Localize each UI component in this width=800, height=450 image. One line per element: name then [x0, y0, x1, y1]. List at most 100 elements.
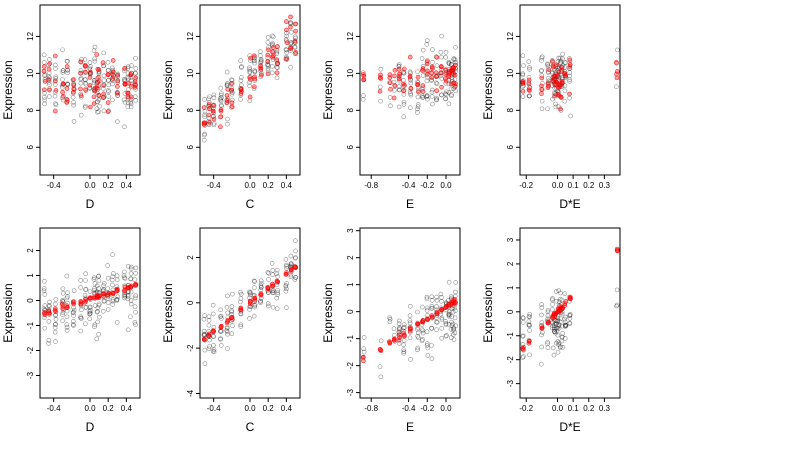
observed-point	[65, 67, 70, 73]
observed-point	[218, 85, 224, 91]
observed-point	[87, 311, 92, 317]
observed-point	[252, 69, 258, 74]
observed-point	[91, 78, 97, 83]
fitted-point	[78, 70, 83, 76]
observed-point	[284, 38, 289, 44]
observed-point	[101, 298, 107, 304]
subplot-r2c3: -0.8 -0.4 -0.2 0.0 -3 -2 -1 0 1 2 3 E Expression	[321, 227, 461, 434]
observed-point	[443, 322, 449, 327]
observed-point	[247, 304, 253, 310]
fitted-point	[218, 114, 224, 119]
fitted-point	[101, 83, 106, 88]
fitted-point	[252, 53, 257, 59]
fitted-point	[252, 295, 258, 301]
fitted-point	[293, 50, 298, 55]
observed-point	[614, 287, 620, 293]
observed-point	[238, 296, 244, 301]
observed-point	[133, 293, 139, 298]
observed-point	[288, 253, 294, 259]
plot-frame	[519, 227, 621, 399]
fitted-point	[377, 88, 383, 94]
fitted-point	[101, 95, 107, 100]
observed-point	[545, 63, 551, 69]
observed-point	[567, 70, 573, 75]
observed-point	[97, 314, 102, 320]
observed-point	[453, 308, 458, 314]
fitted-point	[392, 83, 398, 88]
observed-point	[258, 299, 263, 304]
fitted-point	[206, 102, 212, 107]
observed-point	[527, 93, 532, 99]
observed-point	[251, 278, 257, 284]
observed-point	[446, 60, 452, 66]
observed-point	[218, 96, 223, 101]
observed-point	[122, 91, 128, 96]
observed-point	[443, 307, 449, 313]
fitted-point	[65, 304, 70, 310]
observed-point	[439, 33, 444, 39]
observed-point	[121, 77, 127, 82]
plot-frame	[519, 4, 621, 176]
observed-point	[270, 42, 275, 47]
observed-point	[101, 283, 106, 288]
fitted-point	[128, 94, 134, 100]
observed-point	[420, 85, 426, 91]
observed-point	[553, 330, 558, 336]
observed-point	[122, 269, 127, 275]
y-tick-label: 12	[26, 31, 35, 40]
fitted-point	[60, 306, 66, 311]
observed-point	[562, 336, 568, 341]
fitted-point	[401, 81, 406, 87]
fitted-point	[292, 38, 298, 44]
y-axis-label: Expression	[321, 60, 335, 119]
x-tick-label: 0.2	[103, 181, 115, 190]
observed-point	[551, 325, 557, 331]
observed-point	[554, 340, 559, 346]
observed-point	[110, 252, 115, 257]
observed-point	[614, 302, 620, 308]
observed-point	[258, 284, 264, 290]
observed-point	[424, 308, 430, 313]
observed-point	[292, 277, 298, 282]
y-axis-label: Expression	[1, 60, 15, 119]
observed-point	[87, 67, 93, 72]
observed-point	[251, 58, 257, 64]
fitted-point	[539, 326, 545, 331]
observed-point	[563, 323, 569, 329]
fitted-point	[96, 78, 102, 84]
observed-point	[122, 275, 127, 280]
observed-point	[424, 296, 430, 302]
points-layer	[201, 238, 299, 366]
observed-point	[360, 97, 366, 102]
observed-point	[425, 353, 431, 358]
observed-point	[225, 346, 230, 351]
fitted-point	[439, 84, 444, 90]
observed-point	[202, 313, 208, 319]
observed-point	[60, 70, 66, 75]
observed-point	[258, 60, 263, 65]
y-tick-label: 12	[186, 31, 195, 40]
observed-point	[248, 304, 253, 310]
observed-point	[415, 345, 421, 351]
observed-point	[558, 344, 563, 349]
observed-point	[539, 98, 545, 104]
observed-point	[397, 62, 402, 67]
observed-point	[559, 75, 565, 81]
observed-point	[452, 315, 458, 321]
x-tick-label: 0.4	[121, 181, 133, 190]
observed-point	[106, 82, 111, 88]
observed-point	[552, 94, 557, 100]
observed-point	[293, 255, 298, 260]
observed-point	[83, 304, 89, 310]
observed-point	[555, 332, 561, 338]
observed-point	[560, 323, 565, 329]
observed-point	[65, 294, 70, 300]
observed-point	[111, 271, 116, 276]
x-tick-label: 0.2	[263, 181, 275, 190]
y-tick-label: 8	[186, 108, 195, 113]
y-tick-label: 2	[506, 261, 515, 266]
fitted-point	[248, 77, 253, 82]
observed-point	[100, 86, 106, 91]
observed-point	[219, 316, 224, 321]
fitted-point	[114, 73, 120, 78]
